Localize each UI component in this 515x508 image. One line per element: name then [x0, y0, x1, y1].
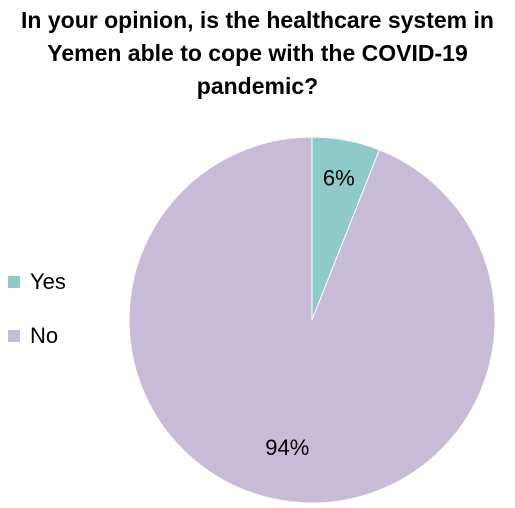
chart-title-line-3: pandemic? — [196, 73, 319, 99]
legend-swatch-no — [8, 330, 20, 342]
chart-title: In your opinion, is the healthcare syste… — [0, 4, 515, 103]
legend-item-no: No — [8, 320, 66, 352]
data-label-no: 94% — [265, 435, 309, 460]
legend-label-no: No — [30, 323, 59, 348]
legend-swatch-yes — [8, 276, 20, 288]
chart-title-line-1: In your opinion, is the healthcare syste… — [21, 7, 494, 33]
legend-label-yes: Yes — [30, 269, 66, 294]
data-label-yes: 6% — [323, 166, 355, 191]
chart-title-line-2: Yemen able to cope with the COVID-19 — [47, 40, 468, 66]
legend-item-yes: Yes — [8, 266, 66, 298]
pie-slice-no — [128, 136, 496, 504]
chart-legend: Yes No — [8, 266, 66, 374]
